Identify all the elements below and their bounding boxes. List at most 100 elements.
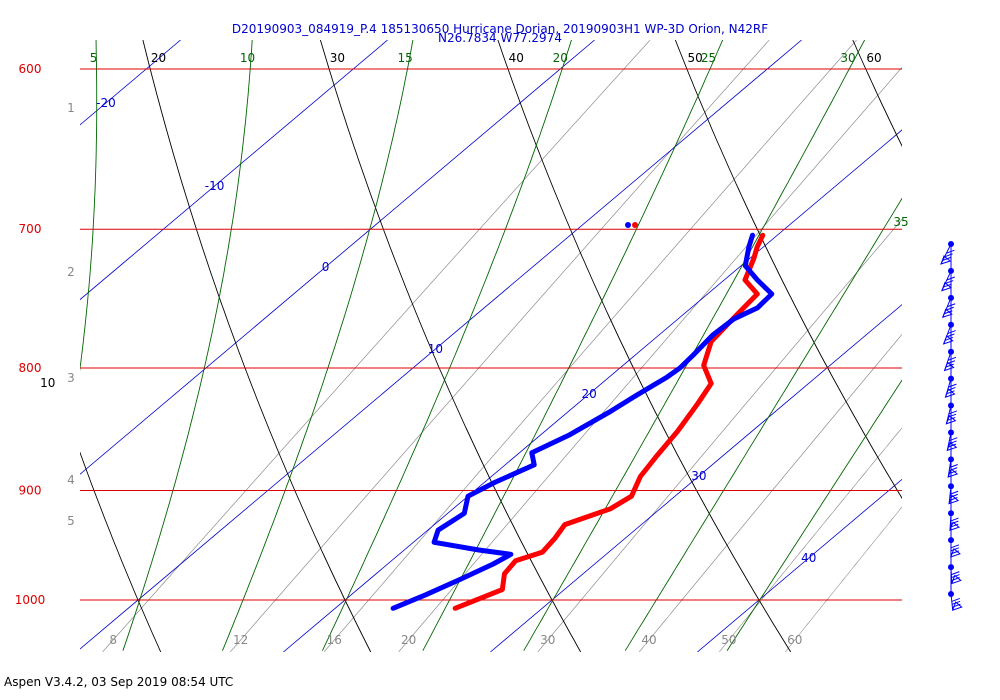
wind-barb-feather <box>948 383 957 388</box>
moist-adiabat-label: 15 <box>398 51 413 65</box>
wind-barb-feather <box>946 360 956 365</box>
wind-barb-flag <box>941 281 952 292</box>
mixing-ratio-label: 16 <box>327 633 342 647</box>
wind-barb-staff <box>949 513 952 531</box>
chart-grid <box>80 40 1000 652</box>
pressure-tick-label: 900 <box>19 483 42 497</box>
wind-barb-feather <box>947 356 957 361</box>
dry-adiabat-label: 50 <box>688 51 703 65</box>
dewpoint-top-point <box>625 222 631 228</box>
moist-adiabat-line <box>624 197 902 651</box>
wind-barb-feather <box>949 467 958 472</box>
moist-adiabat-label: 25 <box>701 51 716 65</box>
isotherm-label: 30 <box>691 469 706 483</box>
pressure-tick-label: 700 <box>19 222 42 236</box>
wind-barb-feather <box>951 574 960 579</box>
wind-barb-flag <box>940 255 952 265</box>
height-tick-label: 2 <box>67 265 75 279</box>
height-tick-label: 5 <box>67 514 75 528</box>
mixing-ratio-label: 50 <box>721 633 736 647</box>
wind-barb-feather <box>952 603 961 608</box>
pressure-lines <box>80 68 902 601</box>
isotherm-line <box>80 40 802 650</box>
moist-adiabat-line <box>122 40 253 651</box>
temperature-top-point <box>632 222 638 228</box>
isotherm-line <box>80 40 388 301</box>
dry-adiabat-line <box>497 40 792 652</box>
wind-barb-feather <box>948 440 957 445</box>
wind-barb-feather <box>945 280 954 284</box>
wind-barb-feather <box>951 571 960 576</box>
pressure-tick-label: 600 <box>19 62 42 76</box>
mixing-ratio-label: 40 <box>641 633 656 647</box>
dry-adiabat-label: 40 <box>509 51 524 65</box>
footer-credit: Aspen V3.4.2, 03 Sep 2019 08:54 UTC <box>4 675 234 689</box>
chart-subtitle: N26.7834 W77.2974 <box>438 31 562 45</box>
moist-adiabat-label: 35 <box>893 215 908 229</box>
isotherm-label: -20 <box>96 96 116 110</box>
isotherm-label: 10 <box>428 342 443 356</box>
isotherm-line <box>490 304 902 652</box>
wind-barb-feather <box>950 523 959 528</box>
isotherm-line <box>80 40 595 475</box>
moist-adiabat-label: 20 <box>553 51 568 65</box>
mixing-ratio-line <box>784 506 902 652</box>
isotherm-line <box>904 40 1000 652</box>
height-tick-label: 1 <box>67 101 75 115</box>
wind-barb-feather <box>950 520 959 525</box>
wind-barb-feather <box>948 470 957 475</box>
wind-barb-feather <box>942 256 951 261</box>
wind-barb-feather <box>947 386 956 391</box>
dry-adiabat-line <box>80 451 162 652</box>
wind-barb-feather <box>950 550 960 555</box>
wind-barb-feather <box>951 577 960 581</box>
mixing-ratio-line <box>323 40 857 652</box>
dry-adiabat-label: 10 <box>40 376 55 390</box>
dry-adiabat-label: 30 <box>330 51 345 65</box>
moist-adiabat-line <box>221 40 414 651</box>
wind-barb-staff <box>947 459 952 478</box>
wind-barb-flag <box>944 388 956 398</box>
wind-barb-feather <box>946 249 955 254</box>
wind-barb-feather <box>949 437 958 442</box>
wind-barb-feather <box>947 413 957 418</box>
wind-barb-feather <box>944 253 953 258</box>
mixing-ratio-line <box>718 427 902 652</box>
mixing-ratio-line <box>229 40 770 652</box>
isotherm-label: -10 <box>205 179 225 193</box>
dry-adiabat-line <box>319 40 582 652</box>
wind-barb-feather <box>946 276 955 281</box>
wind-barb-feather <box>949 497 958 501</box>
moist-adiabat-line <box>80 40 98 372</box>
wind-barb-feather <box>943 283 952 288</box>
mixing-ratio-line <box>638 333 902 652</box>
dry-adiabat-line <box>674 40 902 499</box>
height-tick-label: 4 <box>67 473 75 487</box>
dry-adiabat-line <box>142 40 372 652</box>
wind-barb-column <box>940 241 963 611</box>
mixing-ratio-label: 8 <box>109 633 117 647</box>
wind-barb-feather <box>945 363 954 368</box>
wind-barb-feather <box>945 306 954 311</box>
wind-barb-feather <box>947 443 957 448</box>
wind-barb-feather <box>947 330 956 335</box>
moist-adiabat-line <box>726 379 902 651</box>
dry-adiabat-label: 60 <box>866 51 881 65</box>
dry-adiabat-line <box>852 40 902 147</box>
wind-barb-feather <box>944 310 953 315</box>
isotherm-line <box>697 478 902 652</box>
wind-barb-flag <box>941 308 953 319</box>
wind-barb-feather <box>950 517 959 522</box>
wind-barb-staff <box>950 567 953 584</box>
wind-barb-feather <box>944 336 954 341</box>
mixing-ratio-label: 12 <box>233 633 248 647</box>
mixing-ratio-line <box>102 40 651 652</box>
wind-barb-feather <box>951 600 961 605</box>
moist-adiabat-line <box>422 40 724 651</box>
moist-adiabat-label: 10 <box>240 51 255 65</box>
wind-barb-feather <box>947 416 956 421</box>
chart-title: D20190903_084919_P.4 185130650 Hurricane… <box>231 22 769 36</box>
wind-barb-feather <box>950 547 960 552</box>
